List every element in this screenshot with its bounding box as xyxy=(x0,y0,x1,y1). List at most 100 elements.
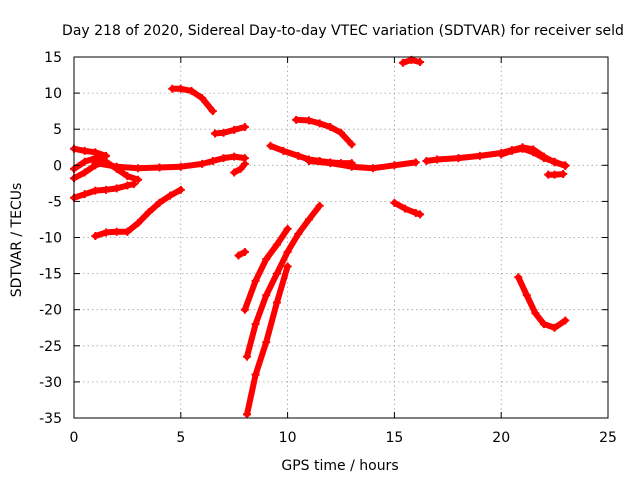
series-arc-9 xyxy=(210,123,249,138)
data-point-marker xyxy=(283,224,292,233)
data-point-marker xyxy=(454,154,463,163)
data-point-marker xyxy=(240,159,249,168)
data-point-marker xyxy=(112,184,121,193)
data-point-marker xyxy=(240,123,249,132)
data-point-marker xyxy=(236,164,245,173)
data-point-marker xyxy=(272,269,281,278)
data-point-marker xyxy=(80,157,89,166)
data-point-marker xyxy=(176,162,185,171)
series-arc-19 xyxy=(398,55,425,67)
data-point-marker xyxy=(80,146,89,155)
data-point-marker xyxy=(550,170,559,179)
y-tick-label: 10 xyxy=(44,86,62,102)
x-tick-label: 20 xyxy=(492,430,510,446)
data-point-marker xyxy=(518,144,527,153)
data-point-marker xyxy=(326,123,335,132)
series-arc-12 xyxy=(240,224,292,314)
data-point-marker xyxy=(539,154,548,163)
data-point-marker xyxy=(187,86,196,95)
data-point-marker xyxy=(411,158,420,167)
x-tick-label: 25 xyxy=(599,430,617,446)
series-line xyxy=(92,228,131,240)
series-arc-21 xyxy=(497,144,570,171)
data-point-marker xyxy=(123,172,132,181)
data-point-marker xyxy=(144,208,153,217)
data-point-marker xyxy=(561,162,570,171)
data-point-marker xyxy=(283,262,292,271)
data-point-marker xyxy=(198,159,207,168)
data-point-marker xyxy=(304,156,313,165)
y-tick-label: -10 xyxy=(39,231,62,247)
series-arc-6 xyxy=(123,185,185,236)
data-point-marker xyxy=(129,180,138,189)
data-point-marker xyxy=(155,198,164,207)
data-point-marker xyxy=(240,247,249,256)
x-tick-label: 15 xyxy=(385,430,403,446)
data-point-marker xyxy=(294,151,303,160)
series-layer xyxy=(70,55,570,419)
data-point-marker xyxy=(507,146,516,155)
data-point-marker xyxy=(337,128,345,137)
data-point-marker xyxy=(401,204,410,213)
data-point-marker xyxy=(251,320,260,329)
data-point-marker xyxy=(102,228,111,237)
data-point-marker xyxy=(561,316,570,325)
series-line xyxy=(306,158,419,172)
data-point-marker xyxy=(210,129,219,138)
data-point-marker xyxy=(304,215,313,224)
series-arc-11 xyxy=(234,247,249,260)
chart-title: Day 218 of 2020, Sidereal Day-to-day VTE… xyxy=(62,23,624,39)
data-point-marker xyxy=(243,352,252,361)
data-point-marker xyxy=(369,164,378,173)
data-point-marker xyxy=(240,305,249,314)
data-point-marker xyxy=(198,94,207,103)
data-point-marker xyxy=(123,227,132,236)
series-arc-23 xyxy=(514,273,570,332)
data-point-marker xyxy=(315,119,324,128)
series-arc-10 xyxy=(230,159,249,177)
series-arc-18 xyxy=(390,198,425,219)
data-point-marker xyxy=(123,181,132,190)
data-point-marker xyxy=(80,190,89,199)
data-point-marker xyxy=(91,232,100,241)
data-point-marker xyxy=(80,168,89,177)
data-point-marker xyxy=(112,162,121,171)
data-point-marker xyxy=(230,168,239,177)
data-point-marker xyxy=(422,156,431,165)
y-tick-label: -25 xyxy=(39,339,62,355)
series-arc-13 xyxy=(243,201,324,361)
data-point-marker xyxy=(91,159,100,168)
data-point-marker xyxy=(390,198,399,207)
x-tick-label: 5 xyxy=(176,430,185,446)
data-point-marker xyxy=(294,229,303,238)
series-line xyxy=(71,145,109,159)
series-line xyxy=(169,85,216,115)
data-point-marker xyxy=(272,298,281,307)
data-point-marker xyxy=(251,276,260,285)
data-point-marker xyxy=(91,186,100,195)
data-point-marker xyxy=(176,185,185,194)
data-point-marker xyxy=(243,410,252,419)
data-point-marker xyxy=(234,251,243,260)
data-point-marker xyxy=(390,161,399,170)
data-point-marker xyxy=(208,107,217,116)
series-line xyxy=(515,274,569,331)
y-axis-label: SDTVAR / TECUs xyxy=(9,183,25,298)
data-point-marker xyxy=(398,58,407,67)
data-point-marker xyxy=(102,185,111,194)
data-point-marker xyxy=(134,219,143,228)
data-point-marker xyxy=(134,164,143,173)
series-arc-14 xyxy=(243,262,292,419)
data-point-marker xyxy=(315,201,324,210)
data-point-marker xyxy=(497,150,506,159)
series-arc-7 xyxy=(91,152,249,173)
data-point-marker xyxy=(347,162,356,171)
data-point-marker xyxy=(539,320,548,329)
data-point-marker xyxy=(230,125,239,134)
y-tick-label: -15 xyxy=(39,267,62,283)
data-point-marker xyxy=(559,169,568,178)
data-point-marker xyxy=(433,155,442,164)
x-tick-label: 0 xyxy=(70,430,79,446)
y-tick-label: -30 xyxy=(39,375,62,391)
